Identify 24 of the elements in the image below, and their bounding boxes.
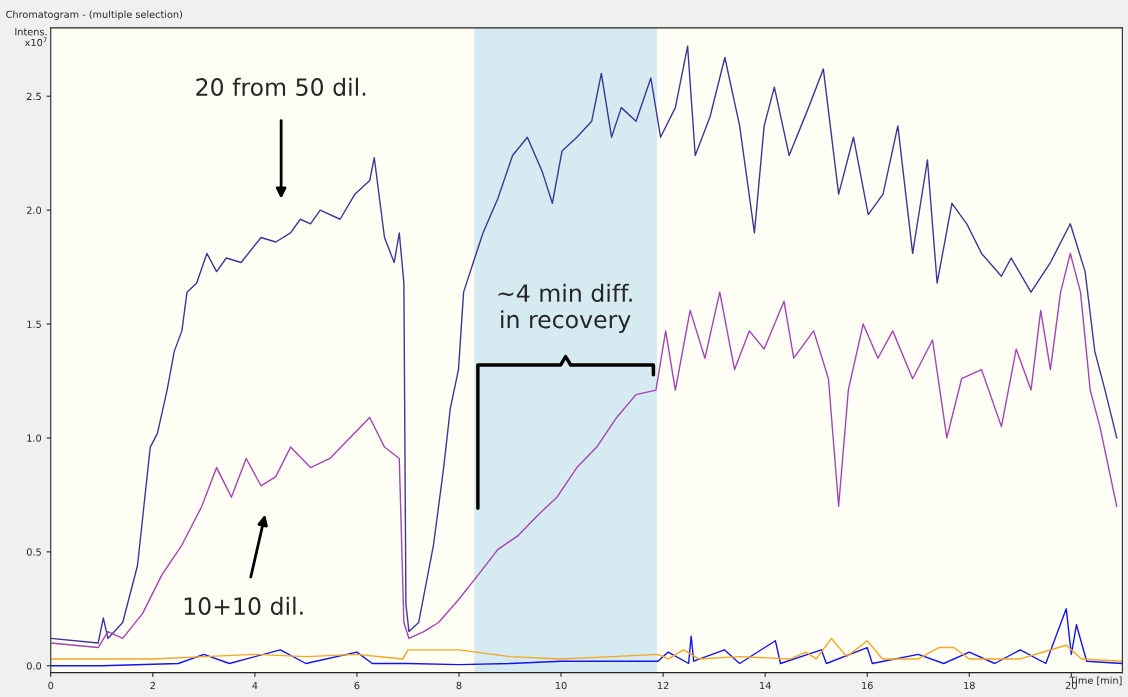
y-tick-label: 2.0: [26, 206, 42, 214]
y-tick-label: 1.5: [27, 320, 41, 328]
x-tick-label: 16: [862, 681, 873, 690]
chart-title: Chromatogram - (multiple selection): [6, 10, 183, 20]
line-series: [50, 252, 1118, 649]
x-tick-label: 0: [48, 681, 54, 690]
x-tick-label: 18: [964, 681, 975, 690]
y-tick-label: 1.0: [27, 434, 42, 442]
line-series: [50, 637, 1123, 662]
x-tick-label: 10: [555, 681, 567, 690]
y-axis-title: Intens. x10$^{7}$: [15, 28, 47, 47]
line-series: [50, 45, 1118, 644]
annotation: ~4 min diff. in recovery: [498, 283, 632, 333]
annotation: 20 from 50 dil.: [196, 77, 366, 96]
y-tick-label: 2.5: [26, 92, 41, 101]
annotation: 10+10 dil.: [184, 596, 303, 615]
x-tick-label: 8: [456, 681, 462, 690]
x-tick-label: 4: [252, 681, 258, 690]
y-tick-label: 0.5: [26, 548, 41, 556]
x-tick-label: 2: [150, 681, 155, 690]
x-tick-label: 12: [657, 681, 669, 690]
x-tick-label: 6: [354, 681, 360, 690]
x-tick-label: 14: [760, 681, 771, 690]
y-tick-label: 0.0: [26, 662, 42, 670]
